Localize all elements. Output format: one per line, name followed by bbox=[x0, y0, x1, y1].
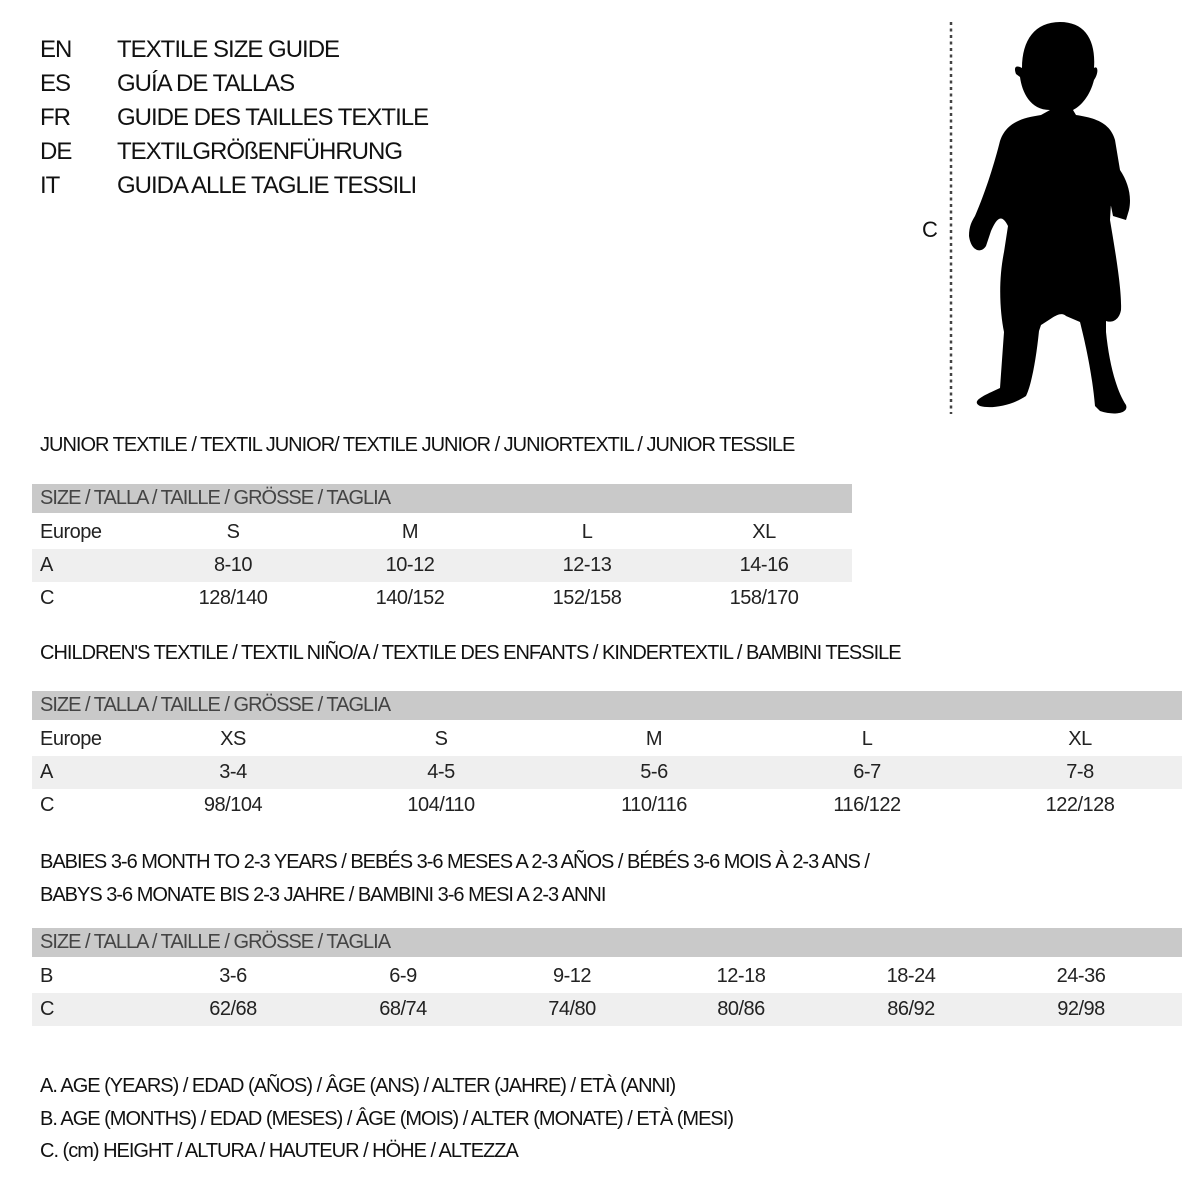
table-cell: 92/98 bbox=[1057, 998, 1105, 1020]
table-cell: 4-5 bbox=[427, 761, 455, 783]
lang-code-de: DE bbox=[40, 138, 72, 165]
table-cell: M bbox=[401, 521, 419, 543]
table-cell: 3-6 bbox=[219, 965, 247, 987]
table-cell: 128/140 bbox=[198, 587, 268, 609]
table-row: C 98/104 104/110 110/116 116/122 122/128 bbox=[32, 789, 1182, 822]
row-label: C bbox=[40, 587, 54, 609]
lang-code-en: EN bbox=[40, 36, 72, 63]
row-label: B bbox=[40, 965, 53, 987]
table-cell: 9-12 bbox=[552, 965, 592, 987]
table-cell: 68/74 bbox=[379, 998, 427, 1020]
table-row: Europe S M L XL bbox=[32, 516, 852, 549]
table-header-row: SIZE / TALLA / TAILLE / GRÖSSE / TAGLIA bbox=[32, 484, 852, 513]
table-cell: 10-12 bbox=[385, 554, 435, 576]
lang-title-fr: GUIDE DES TAILLES TEXTILE bbox=[117, 104, 429, 131]
section-heading: CHILDREN'S TEXTILE / TEXTIL NIÑO/A / TEX… bbox=[40, 642, 902, 664]
table-header-text: SIZE / TALLA / TAILLE / GRÖSSE / TAGLIA bbox=[40, 931, 391, 953]
table-row: B 3-6 6-9 9-12 12-18 18-24 24-36 bbox=[32, 960, 1182, 993]
table-header-text: SIZE / TALLA / TAILLE / GRÖSSE / TAGLIA bbox=[40, 694, 391, 716]
legend-item-b: B. AGE (MONTHS) / EDAD (MESES) / ÂGE (MO… bbox=[40, 1108, 734, 1130]
table-row: Europe XS S M L XL bbox=[32, 723, 1182, 756]
table-cell: 12-13 bbox=[562, 554, 612, 576]
table-cell: 24-36 bbox=[1056, 965, 1106, 987]
table-cell: 8-10 bbox=[213, 554, 253, 576]
table-cell: 74/80 bbox=[548, 998, 596, 1020]
row-label: C bbox=[40, 794, 54, 816]
table-cell: S bbox=[434, 728, 448, 750]
table-cell: 86/92 bbox=[887, 998, 935, 1020]
table-row: C 62/68 68/74 74/80 80/86 86/92 92/98 bbox=[32, 993, 1182, 1026]
legend-item-a: A. AGE (YEARS) / EDAD (AÑOS) / ÂGE (ANS)… bbox=[40, 1075, 676, 1097]
table-cell: 7-8 bbox=[1066, 761, 1094, 783]
table-header-row: SIZE / TALLA / TAILLE / GRÖSSE / TAGLIA bbox=[32, 691, 1182, 720]
legend-item-c: C. (cm) HEIGHT / ALTURA / HAUTEUR / HÖHE… bbox=[40, 1140, 519, 1162]
lang-title-de: TEXTILGRÖßENFÜHRUNG bbox=[117, 138, 403, 165]
table-cell: XL bbox=[752, 521, 776, 543]
table-header-text: SIZE / TALLA / TAILLE / GRÖSSE / TAGLIA bbox=[40, 487, 391, 509]
table-cell: L bbox=[581, 521, 593, 543]
table-cell: 152/158 bbox=[552, 587, 622, 609]
table-cell: 14-16 bbox=[739, 554, 789, 576]
lang-title-it: GUIDA ALLE TAGLIE TESSILI bbox=[117, 172, 417, 199]
table-cell: 98/104 bbox=[203, 794, 263, 816]
table-cell: 6-9 bbox=[389, 965, 417, 987]
table-cell: 110/116 bbox=[621, 794, 687, 816]
table-cell: S bbox=[226, 521, 240, 543]
table-cell: XS bbox=[220, 728, 246, 750]
table-cell: L bbox=[861, 728, 873, 750]
table-row: C 128/140 140/152 152/158 158/170 bbox=[32, 582, 852, 615]
row-label: C bbox=[40, 998, 54, 1020]
section-heading: JUNIOR TEXTILE / TEXTIL JUNIOR/ TEXTILE … bbox=[40, 434, 795, 456]
table-cell: 5-6 bbox=[640, 761, 668, 783]
row-label: Europe bbox=[40, 728, 102, 750]
row-label: A bbox=[40, 761, 53, 783]
table-cell: 104/110 bbox=[407, 794, 475, 816]
row-label: Europe bbox=[40, 521, 102, 543]
lang-code-fr: FR bbox=[40, 104, 71, 131]
row-label: A bbox=[40, 554, 53, 576]
lang-code-it: IT bbox=[40, 172, 60, 199]
table-cell: 80/86 bbox=[717, 998, 765, 1020]
table-cell: M bbox=[645, 728, 663, 750]
table-cell: 6-7 bbox=[853, 761, 881, 783]
table-cell: 18-24 bbox=[886, 965, 936, 987]
lang-title-es: GUÍA DE TALLAS bbox=[117, 70, 295, 97]
lang-code-es: ES bbox=[40, 70, 71, 97]
table-cell: 3-4 bbox=[219, 761, 247, 783]
table-cell: 62/68 bbox=[209, 998, 257, 1020]
table-cell: XL bbox=[1068, 728, 1092, 750]
table-header-row: SIZE / TALLA / TAILLE / GRÖSSE / TAGLIA bbox=[32, 928, 1182, 957]
table-row: A 8-10 10-12 12-13 14-16 bbox=[32, 549, 852, 582]
table-cell: 122/128 bbox=[1045, 794, 1115, 816]
section-heading: BABYS 3-6 MONATE BIS 2-3 JAHRE / BAMBINI… bbox=[40, 884, 606, 906]
height-measure-label: C bbox=[922, 217, 938, 242]
table-row: A 3-4 4-5 5-6 6-7 7-8 bbox=[32, 756, 1182, 789]
table-cell: 140/152 bbox=[375, 587, 445, 609]
lang-title-en: TEXTILE SIZE GUIDE bbox=[117, 36, 340, 63]
child-silhouette-shape bbox=[969, 22, 1130, 414]
table-cell: 158/170 bbox=[729, 587, 799, 609]
table-cell: 12-18 bbox=[716, 965, 766, 987]
child-silhouette-icon bbox=[949, 22, 1130, 414]
section-heading: BABIES 3-6 MONTH TO 2-3 YEARS / BEBÉS 3-… bbox=[40, 851, 870, 873]
table-cell: 116/122 bbox=[833, 794, 901, 816]
